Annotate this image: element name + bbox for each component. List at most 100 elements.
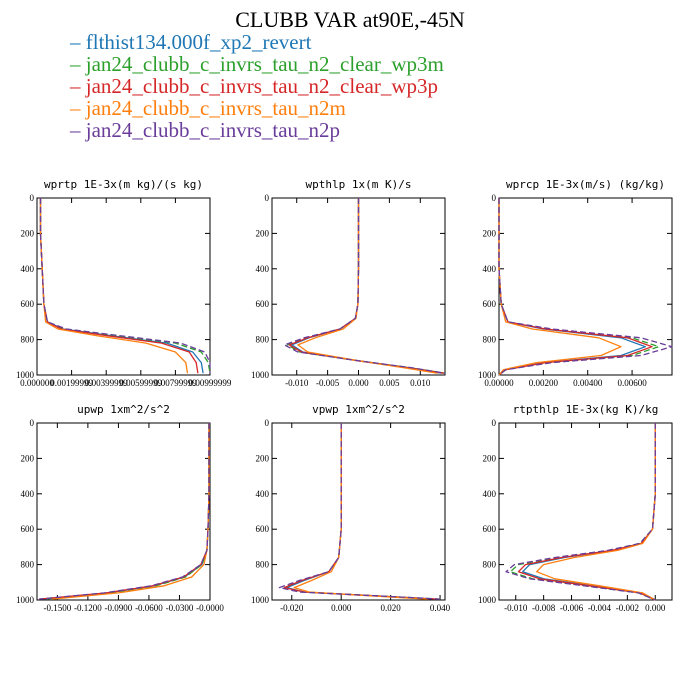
y-tick-label: 200 <box>256 453 270 463</box>
x-tick-label: -0.004 <box>588 603 612 613</box>
y-tick-label: 400 <box>21 489 35 499</box>
x-tick-label: -0.0600 <box>135 603 163 613</box>
y-tick-label: 0 <box>265 418 270 428</box>
y-tick-label: 1000 <box>478 370 497 380</box>
panel-title: upwp 1xm^2/s^2 <box>77 403 170 416</box>
panel-title: vpwp 1xm^2/s^2 <box>312 403 405 416</box>
x-tick-label: 0.000 <box>348 378 369 388</box>
y-tick-label: 800 <box>256 335 270 345</box>
y-tick-label: 200 <box>21 453 35 463</box>
series-line-4 <box>536 423 656 601</box>
panel-title: wprcp 1E-3x(m/s) (kg/kg) <box>506 178 665 191</box>
y-tick-label: 1000 <box>478 595 497 605</box>
legend-entry-2: – jan24_clubb_c_invrs_tau_n2_clear_wp3m <box>69 52 444 76</box>
series-line-5 <box>278 423 441 600</box>
x-tick-label: -0.010 <box>285 378 309 388</box>
y-tick-label: 1000 <box>251 595 270 605</box>
series-line-5 <box>498 198 673 376</box>
legend: – flthist134.000f_xp2_revert– jan24_club… <box>69 30 444 142</box>
series-line-3 <box>517 423 656 601</box>
y-tick-label: 1000 <box>16 370 35 380</box>
y-tick-label: 0 <box>492 193 497 203</box>
x-tick-label: 0.00399999 <box>85 378 128 388</box>
panel-3: wprcp 1E-3x(m/s) (kg/kg) 0 200 400 600 800 100… <box>478 178 673 388</box>
series-line-2 <box>509 423 656 601</box>
y-tick-label: 600 <box>21 524 35 534</box>
x-tick-label: 0.000 <box>331 603 352 613</box>
series-line-3 <box>288 198 444 374</box>
y-tick-label: 200 <box>256 228 270 238</box>
y-tick-label: 400 <box>256 264 270 274</box>
panel-title: rtpthlp 1E-3x(kg K)/kg <box>513 403 659 416</box>
y-tick-label: 400 <box>256 489 270 499</box>
x-tick-label: 0.00999999 <box>189 378 232 388</box>
series-line-3 <box>283 423 438 600</box>
series-line-4 <box>498 198 622 376</box>
x-tick-label: 0.020 <box>381 603 402 613</box>
x-tick-label: -0.005 <box>316 378 340 388</box>
panel-6: rtpthlp 1E-3x(kg K)/kg02004006008001000-… <box>478 403 673 613</box>
x-tick-label: 0.00000 <box>484 378 514 388</box>
x-tick-label: 0.00199999 <box>50 378 93 388</box>
series-line-4 <box>293 423 428 600</box>
y-tick-label: 400 <box>21 264 35 274</box>
series-line-4 <box>52 423 210 600</box>
x-tick-label: 0.000000 <box>20 378 54 388</box>
y-tick-label: 800 <box>21 560 35 570</box>
y-tick-label: 600 <box>256 299 270 309</box>
y-tick-label: 600 <box>256 524 270 534</box>
series-line-1 <box>291 198 443 374</box>
series-line-5 <box>39 198 211 374</box>
x-tick-label: 0.010 <box>410 378 431 388</box>
x-tick-label: -0.008 <box>532 603 556 613</box>
series-line-5 <box>505 423 656 601</box>
series-line-3 <box>38 423 210 600</box>
y-tick-label: 800 <box>483 335 497 345</box>
y-tick-label: 0 <box>265 193 270 203</box>
y-tick-label: 400 <box>483 264 497 274</box>
x-tick-label: 0.000 <box>645 603 666 613</box>
x-tick-label: -0.020 <box>280 603 304 613</box>
panel-frame <box>36 197 211 376</box>
panel-title: wpthlp 1x(m K)/s <box>306 178 412 191</box>
x-tick-label: 0.00400 <box>573 378 603 388</box>
x-tick-label: -0.002 <box>616 603 639 613</box>
series-line-1 <box>42 423 210 600</box>
y-tick-label: 1000 <box>251 370 270 380</box>
legend-entry-5: – jan24_clubb_c_invrs_tau_n2p <box>69 118 340 142</box>
y-tick-label: 0 <box>492 418 497 428</box>
x-tick-label: 0.040 <box>430 603 451 613</box>
panel-2: wpthlp 1x(m K)/s 0 200 400 600 800 1000 -0.010-… <box>251 178 446 388</box>
y-tick-label: 600 <box>483 299 497 309</box>
y-tick-label: 800 <box>483 560 497 570</box>
series-line-2 <box>45 423 210 600</box>
y-tick-label: 1000 <box>16 595 35 605</box>
x-tick-label: 0.005 <box>379 378 400 388</box>
y-tick-label: 400 <box>483 489 497 499</box>
series-line-3 <box>498 198 653 376</box>
legend-entry-4: – jan24_clubb_c_invrs_tau_n2m <box>69 96 346 120</box>
panel-frame <box>498 422 673 601</box>
series-line-2 <box>283 423 441 600</box>
panel-frame <box>271 422 446 601</box>
series-line-2 <box>498 198 660 376</box>
series-line-1 <box>39 198 204 374</box>
panel-5: vpwp 1xm^2/s^2 0 200 400 600 800 1000 -0.020 0.0… <box>251 403 451 613</box>
panels: wprtp 1E-3x(m kg)/(s kg) 0 200 400 600 800 100… <box>16 178 673 613</box>
x-tick-label: -0.0300 <box>166 603 194 613</box>
y-tick-label: 0 <box>30 193 35 203</box>
series-line-4 <box>297 198 438 374</box>
series-line-5 <box>38 423 210 600</box>
series-line-1 <box>498 198 647 376</box>
x-tick-label: 0.00599999 <box>119 378 162 388</box>
panel-1: wprtp 1E-3x(m kg)/(s kg) 0 200 400 600 800 100… <box>16 178 232 388</box>
y-tick-label: 600 <box>483 524 497 534</box>
series-line-2 <box>39 198 211 374</box>
panel-title: wprtp 1E-3x(m kg)/(s kg) <box>44 178 203 191</box>
x-tick-label: -0.0000 <box>196 603 224 613</box>
figure-title: CLUBB VAR at90E,-45N <box>235 7 465 32</box>
y-tick-label: 800 <box>256 560 270 570</box>
series-line-1 <box>286 423 436 600</box>
